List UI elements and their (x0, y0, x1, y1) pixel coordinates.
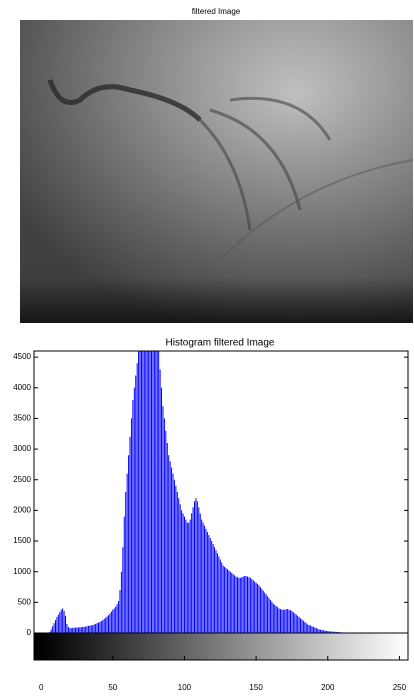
y-tick-label: 4500 (13, 352, 31, 361)
y-tick-label: 2500 (13, 475, 31, 484)
plot-area (34, 351, 408, 633)
histogram: 0 500 1000 1500 2000 2500 3000 3500 4000 4500 0 50 1… (13, 350, 409, 692)
y-tick-label: 2000 (13, 506, 31, 515)
axes-frame (33, 350, 409, 634)
colorbar (33, 632, 409, 661)
y-tick-label: 3000 (13, 444, 31, 453)
filtered-image (20, 20, 414, 323)
x-tick-label: 150 (249, 683, 263, 692)
y-tick-label: 3500 (13, 414, 31, 423)
image-title: filtered Image (192, 7, 241, 16)
y-tick-label: 500 (18, 597, 32, 606)
x-tick-label: 100 (178, 683, 192, 692)
x-tick-label: 50 (108, 683, 117, 692)
x-tick-label: 0 (39, 683, 44, 692)
x-tick-label: 200 (321, 683, 335, 692)
y-tick-label: 1500 (13, 536, 31, 545)
y-tick-label: 1000 (13, 567, 31, 576)
chart-title: Histogram filtered Image (166, 338, 275, 349)
y-tick-label: 4000 (13, 383, 31, 392)
y-tick-label: 0 (27, 628, 32, 637)
bars (49, 351, 356, 633)
x-tick-label: 250 (393, 683, 407, 692)
